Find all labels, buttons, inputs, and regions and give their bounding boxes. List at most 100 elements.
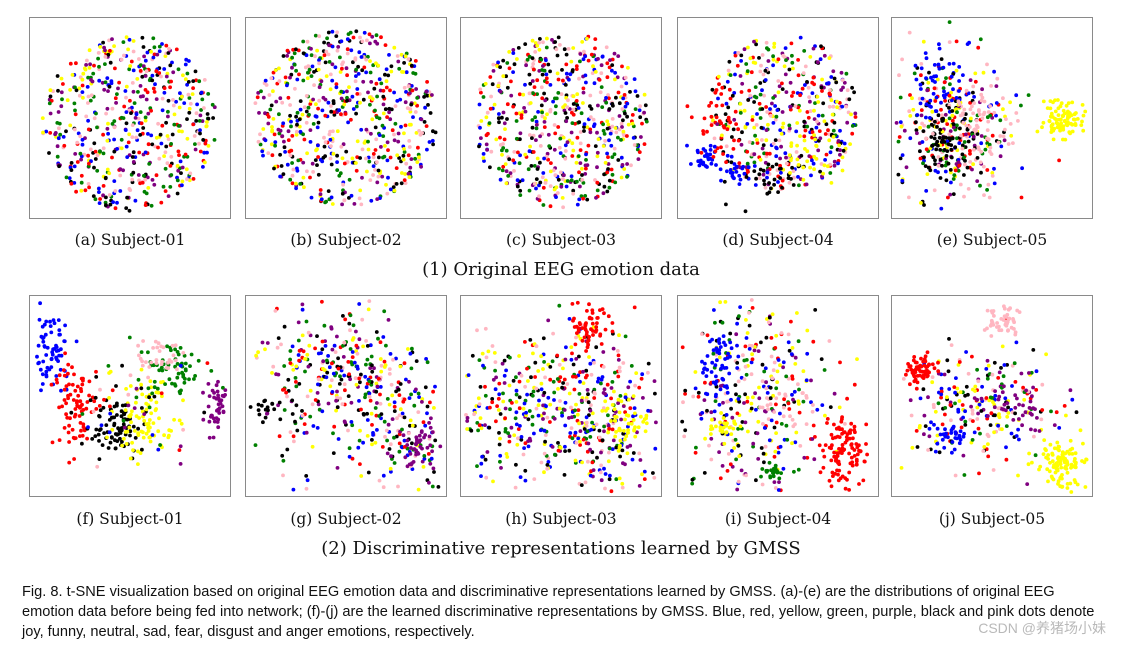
- scatter-point-funny: [809, 155, 814, 160]
- scatter-point-disgust: [490, 397, 495, 401]
- scatter-point-joy: [718, 387, 723, 392]
- scatter-point-anger: [736, 50, 741, 55]
- scatter-point-anger: [258, 132, 262, 137]
- scatter-point-anger: [759, 63, 763, 68]
- scatter-point-funny: [575, 331, 579, 335]
- scatter-point-neutral: [782, 64, 787, 69]
- scatter-point-fear: [904, 165, 909, 170]
- scatter-point-anger: [726, 452, 731, 456]
- scatter-point-fear: [152, 182, 157, 187]
- scatter-point-disgust: [979, 170, 983, 175]
- scatter-point-anger: [384, 428, 389, 433]
- scatter-point-fear: [429, 416, 433, 421]
- scatter-point-joy: [162, 67, 167, 71]
- scatter-point-anger: [589, 403, 593, 407]
- scatter-point-sad: [187, 96, 192, 100]
- scatter-point-disgust: [315, 163, 319, 168]
- scatter-point-disgust: [768, 385, 773, 390]
- scatter-point-joy: [584, 152, 588, 157]
- scatter-point-fear: [417, 433, 422, 438]
- scatter-point-sad: [787, 123, 792, 128]
- scatter-point-funny: [578, 322, 582, 327]
- scatter-point-disgust: [754, 176, 758, 181]
- scatter-point-disgust: [752, 169, 757, 174]
- scatter-point-fear: [438, 444, 443, 449]
- scatter-point-anger: [907, 30, 912, 35]
- scatter-point-fear: [752, 152, 757, 157]
- scatter-point-disgust: [347, 321, 352, 326]
- scatter-point-sad: [711, 351, 716, 356]
- scatter-point-neutral: [366, 307, 371, 312]
- scatter-point-joy: [836, 161, 840, 166]
- scatter-point-anger: [317, 61, 321, 66]
- scatter-point-funny: [72, 414, 77, 419]
- scatter-point-joy: [49, 330, 54, 335]
- scatter-point-sad: [745, 161, 750, 166]
- scatter-point-neutral: [1070, 100, 1075, 105]
- scatter-point-disgust: [110, 435, 114, 440]
- scatter-point-disgust: [193, 69, 198, 74]
- scatter-point-joy: [703, 149, 708, 153]
- scatter-point-neutral: [177, 418, 182, 423]
- scatter-point-anger: [357, 196, 362, 201]
- scatter-point-neutral: [855, 357, 859, 361]
- scatter-point-joy: [729, 346, 734, 351]
- scatter-point-joy: [604, 96, 608, 100]
- scatter-point-joy: [368, 343, 373, 348]
- scatter-point-funny: [616, 90, 621, 95]
- scatter-point-neutral: [557, 406, 562, 411]
- scatter-point-funny: [510, 401, 514, 405]
- scatter-point-funny: [639, 376, 644, 381]
- scatter-point-anger: [101, 146, 106, 151]
- scatter-point-funny: [102, 397, 106, 402]
- scatter-point-funny: [406, 153, 411, 158]
- scatter-point-funny: [66, 362, 71, 367]
- scatter-point-joy: [334, 85, 339, 90]
- scatter-point-neutral: [177, 105, 182, 110]
- scatter-point-joy: [720, 363, 725, 368]
- scatter-point-neutral: [154, 400, 159, 405]
- scatter-point-sad: [325, 36, 329, 41]
- scatter-point-neutral: [153, 408, 158, 413]
- scatter-point-sad: [802, 49, 807, 53]
- scatter-point-sad: [503, 427, 508, 431]
- scatter-point-funny: [86, 127, 91, 132]
- scatter-point-funny: [595, 316, 600, 320]
- scatter-point-anger: [134, 135, 138, 140]
- scatter-point-fear: [925, 88, 930, 93]
- scatter-point-anger: [402, 85, 407, 90]
- scatter-point-anger: [388, 442, 393, 447]
- scatter-point-neutral: [301, 175, 306, 180]
- scatter-point-funny: [548, 377, 553, 382]
- scatter-point-joy: [402, 438, 407, 443]
- scatter-point-anger: [395, 54, 400, 58]
- scatter-point-disgust: [947, 106, 951, 110]
- scatter-point-fear: [381, 102, 386, 107]
- scatter-point-fear: [430, 93, 434, 97]
- scatter-point-neutral: [142, 418, 147, 423]
- scatter-point-anger: [353, 56, 358, 61]
- scatter-point-neutral: [402, 147, 406, 151]
- scatter-point-neutral: [134, 400, 138, 405]
- scatter-point-joy: [723, 357, 727, 361]
- scatter-point-funny: [728, 462, 733, 467]
- scatter-point-fear: [166, 114, 170, 119]
- scatter-point-anger: [537, 40, 541, 45]
- scatter-point-funny: [49, 382, 54, 387]
- scatter-point-disgust: [786, 176, 791, 181]
- scatter-point-joy: [924, 102, 929, 107]
- scatter-point-funny: [385, 115, 389, 119]
- scatter-point-disgust: [370, 438, 374, 442]
- scatter-point-joy: [934, 109, 939, 114]
- scatter-point-joy: [62, 339, 67, 343]
- scatter-point-disgust: [942, 140, 947, 144]
- scatter-point-neutral: [820, 77, 824, 82]
- scatter-point-fear: [116, 86, 120, 91]
- scatter-point-joy: [714, 163, 718, 167]
- scatter-point-disgust: [538, 37, 542, 41]
- scatter-point-neutral: [124, 84, 129, 89]
- scatter-point-funny: [812, 82, 816, 87]
- scatter-point-joy: [937, 46, 942, 51]
- scatter-point-anger: [521, 452, 526, 457]
- scatter-point-anger: [541, 40, 545, 45]
